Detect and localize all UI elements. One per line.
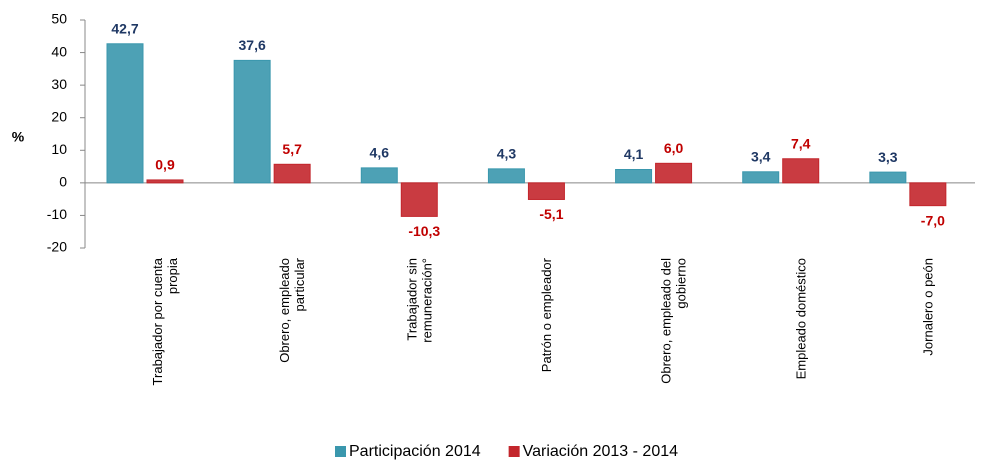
bar xyxy=(615,169,653,184)
x-tick-label: Trabajador por cuentapropia xyxy=(151,257,181,385)
bar xyxy=(742,171,780,184)
value-label: -5,1 xyxy=(539,206,563,222)
bar xyxy=(106,43,144,184)
bar xyxy=(146,179,184,184)
y-tick-label: 50 xyxy=(51,11,67,27)
bar xyxy=(527,182,565,200)
y-tick-label: 40 xyxy=(51,43,67,59)
bar xyxy=(233,59,271,184)
legend-swatch xyxy=(508,446,520,457)
y-tick-label: -20 xyxy=(47,239,67,255)
value-label: 37,6 xyxy=(239,37,266,53)
x-tick-label: Obrero, empleado delgobierno xyxy=(659,258,689,384)
value-label: 42,7 xyxy=(111,20,138,36)
x-tick-label: Obrero, empleadoparticular xyxy=(278,257,308,362)
bar xyxy=(909,182,947,207)
bar xyxy=(360,167,398,184)
y-axis-label: % xyxy=(12,129,25,145)
x-tick-label: Trabajador sinremuneración° xyxy=(405,258,435,343)
value-label: -7,0 xyxy=(921,212,945,228)
y-tick-label: 10 xyxy=(51,141,67,157)
bar xyxy=(869,171,907,184)
bar xyxy=(400,182,438,217)
y-tick-label: 20 xyxy=(51,108,67,124)
legend-label: Participación 2014 xyxy=(349,443,481,460)
x-tick-label: Empleado doméstico xyxy=(794,258,809,379)
value-label: 3,3 xyxy=(878,149,898,165)
value-label: 7,4 xyxy=(791,135,811,151)
legend-label: Variación 2013 - 2014 xyxy=(523,443,678,460)
y-tick-label: 30 xyxy=(51,76,67,92)
bar xyxy=(487,168,525,184)
legend-swatch xyxy=(335,446,346,457)
value-label: 6,0 xyxy=(664,140,684,156)
bar xyxy=(273,163,311,184)
value-label: 4,3 xyxy=(497,146,517,162)
value-label: -10,3 xyxy=(408,223,440,239)
bar xyxy=(782,158,820,184)
value-label: 3,4 xyxy=(751,148,771,164)
x-tick-label: Jornalero o peón xyxy=(921,258,936,356)
value-label: 5,7 xyxy=(282,141,302,157)
bar xyxy=(655,162,693,184)
value-label: 0,9 xyxy=(155,157,175,173)
y-tick-label: 0 xyxy=(59,174,67,190)
y-tick-label: -10 xyxy=(47,206,67,222)
value-label: 4,6 xyxy=(370,145,390,161)
value-label: 4,1 xyxy=(624,146,644,162)
x-tick-label: Patrón o empleador xyxy=(539,257,554,372)
